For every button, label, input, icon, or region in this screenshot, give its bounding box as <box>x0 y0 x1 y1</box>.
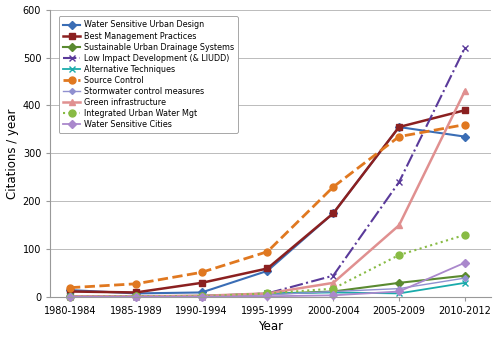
Sustainable Urban Drainage Systems <box>264 292 270 296</box>
Source Control <box>264 250 270 254</box>
Best Management Practices <box>396 125 402 129</box>
Line: Source Control: Source Control <box>66 121 468 291</box>
Green infrastructure <box>133 294 139 298</box>
Line: Low Impact Development (& LIUDD): Low Impact Development (& LIUDD) <box>66 44 468 300</box>
Integrated Urban Water Mgt <box>198 294 204 298</box>
Water Sensitive Cities <box>133 295 139 299</box>
Legend: Water Sensitive Urban Design, Best Management Practices, Sustainable Urban Drain: Water Sensitive Urban Design, Best Manag… <box>58 17 238 133</box>
Line: Stormwater control measures: Stormwater control measures <box>68 276 467 299</box>
Green infrastructure <box>67 294 73 298</box>
Stormwater control measures <box>330 290 336 294</box>
Water Sensitive Cities <box>330 293 336 297</box>
Water Sensitive Urban Design <box>396 125 402 129</box>
Line: Integrated Urban Water Mgt: Integrated Urban Water Mgt <box>66 232 468 300</box>
Sustainable Urban Drainage Systems <box>198 294 204 298</box>
Water Sensitive Urban Design <box>330 211 336 215</box>
Water Sensitive Cities <box>264 294 270 298</box>
Stormwater control measures <box>133 295 139 299</box>
Integrated Urban Water Mgt <box>462 233 468 237</box>
Water Sensitive Cities <box>67 295 73 299</box>
Water Sensitive Urban Design <box>133 292 139 296</box>
Line: Alternative Techniques: Alternative Techniques <box>66 279 468 300</box>
Alternative Techniques <box>67 294 73 298</box>
Source Control <box>67 286 73 290</box>
Green infrastructure <box>396 223 402 227</box>
Low Impact Development (& LIUDD) <box>330 274 336 278</box>
Sustainable Urban Drainage Systems <box>133 294 139 298</box>
Line: Water Sensitive Urban Design: Water Sensitive Urban Design <box>67 124 468 296</box>
Alternative Techniques <box>330 291 336 295</box>
Best Management Practices <box>67 290 73 294</box>
Alternative Techniques <box>133 294 139 298</box>
Green infrastructure <box>462 89 468 93</box>
Y-axis label: Citations / year: Citations / year <box>6 108 18 199</box>
Best Management Practices <box>133 291 139 295</box>
Low Impact Development (& LIUDD) <box>67 295 73 299</box>
Stormwater control measures <box>396 286 402 291</box>
Low Impact Development (& LIUDD) <box>462 46 468 50</box>
Alternative Techniques <box>198 294 204 298</box>
Integrated Urban Water Mgt <box>330 286 336 291</box>
Sustainable Urban Drainage Systems <box>330 290 336 294</box>
Water Sensitive Cities <box>198 295 204 299</box>
Source Control <box>330 185 336 189</box>
Stormwater control measures <box>198 294 204 298</box>
Low Impact Development (& LIUDD) <box>133 295 139 299</box>
Sustainable Urban Drainage Systems <box>67 294 73 298</box>
Source Control <box>133 282 139 286</box>
Alternative Techniques <box>264 292 270 296</box>
Best Management Practices <box>198 281 204 285</box>
Alternative Techniques <box>462 281 468 285</box>
Sustainable Urban Drainage Systems <box>462 274 468 278</box>
Water Sensitive Urban Design <box>462 135 468 139</box>
Stormwater control measures <box>264 293 270 297</box>
Water Sensitive Cities <box>396 290 402 294</box>
Water Sensitive Urban Design <box>198 291 204 295</box>
Integrated Urban Water Mgt <box>67 295 73 299</box>
Line: Green infrastructure: Green infrastructure <box>66 87 468 300</box>
Line: Best Management Practices: Best Management Practices <box>67 107 468 295</box>
Integrated Urban Water Mgt <box>264 292 270 296</box>
Alternative Techniques <box>396 292 402 296</box>
Best Management Practices <box>462 108 468 112</box>
Line: Water Sensitive Cities: Water Sensitive Cities <box>67 260 468 300</box>
Green infrastructure <box>198 294 204 298</box>
Best Management Practices <box>330 211 336 215</box>
Stormwater control measures <box>67 295 73 299</box>
Water Sensitive Cities <box>462 261 468 265</box>
Source Control <box>396 135 402 139</box>
Green infrastructure <box>330 281 336 285</box>
Source Control <box>462 123 468 127</box>
Best Management Practices <box>264 266 270 271</box>
Sustainable Urban Drainage Systems <box>396 281 402 285</box>
Low Impact Development (& LIUDD) <box>198 295 204 299</box>
X-axis label: Year: Year <box>258 320 283 334</box>
Integrated Urban Water Mgt <box>133 294 139 298</box>
Line: Sustainable Urban Drainage Systems: Sustainable Urban Drainage Systems <box>67 273 468 299</box>
Water Sensitive Urban Design <box>67 288 73 292</box>
Integrated Urban Water Mgt <box>396 253 402 257</box>
Low Impact Development (& LIUDD) <box>264 292 270 296</box>
Green infrastructure <box>264 292 270 296</box>
Water Sensitive Urban Design <box>264 269 270 273</box>
Stormwater control measures <box>462 276 468 280</box>
Source Control <box>198 270 204 274</box>
Low Impact Development (& LIUDD) <box>396 180 402 184</box>
